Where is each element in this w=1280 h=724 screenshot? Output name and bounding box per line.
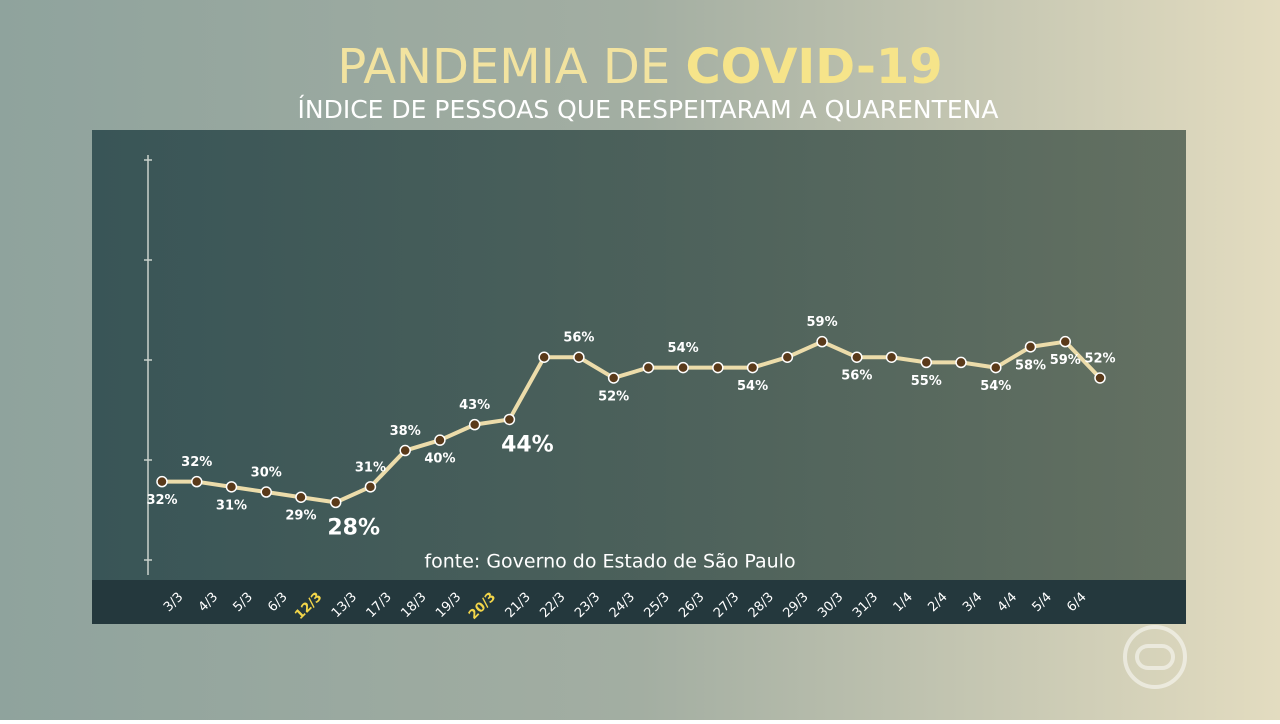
value-label: 56% (841, 369, 872, 384)
data-point (1059, 335, 1072, 348)
data-point (746, 361, 759, 374)
chart-title: PANDEMIA DE COVID-19 (337, 39, 942, 95)
data-line (162, 339, 1102, 505)
data-point (573, 351, 585, 363)
value-label: 31% (216, 498, 247, 513)
data-point (781, 351, 794, 363)
source-note: fonte: Governo do Estado de São Paulo (424, 551, 795, 573)
value-label: 29% (285, 509, 316, 524)
data-point (225, 481, 238, 493)
value-label: 59% (807, 315, 838, 330)
chart-subtitle: ÍNDICE DE PESSOAS QUE RESPEITARAM A QUAR… (298, 95, 999, 124)
value-label: 38% (390, 424, 421, 439)
value-label: 28% (327, 515, 380, 540)
data-point (816, 335, 828, 348)
data-point (955, 356, 967, 369)
data-point (1024, 341, 1037, 353)
data-point (399, 444, 411, 457)
value-label: 59% (1050, 353, 1081, 368)
data-point (260, 486, 272, 498)
value-label: 44% (501, 432, 554, 457)
data-point (920, 356, 933, 369)
logo (1135, 644, 1175, 670)
title-part: COVID-19 (685, 39, 942, 95)
value-label: 30% (251, 466, 282, 481)
value-label: 43% (459, 398, 490, 413)
data-point (434, 434, 446, 446)
value-label: 40% (424, 452, 455, 467)
value-label: 55% (911, 374, 942, 389)
value-label: 54% (737, 379, 768, 394)
data-point (642, 361, 655, 374)
data-point (677, 361, 689, 374)
data-point (156, 475, 168, 488)
value-label: 56% (563, 331, 594, 346)
data-point (190, 475, 203, 488)
data-point (364, 481, 377, 493)
data-point (468, 418, 481, 431)
value-label: 54% (980, 379, 1011, 394)
value-label: 32% (181, 455, 212, 470)
data-point (538, 351, 550, 363)
data-point (503, 413, 516, 426)
value-label: 58% (1015, 358, 1046, 373)
data-point (1094, 372, 1106, 384)
value-label: 32% (146, 493, 177, 508)
value-label: 54% (668, 341, 699, 356)
data-point (295, 491, 307, 503)
title-part: PANDEMIA DE (337, 39, 670, 95)
data-point (990, 361, 1002, 374)
value-label: 52% (598, 389, 629, 404)
data-point (712, 361, 724, 374)
data-point (607, 372, 620, 384)
x-axis-band (92, 580, 1186, 624)
data-point (851, 351, 863, 363)
data-point (329, 496, 342, 509)
data-point (885, 351, 898, 363)
value-label: 52% (1084, 351, 1115, 366)
value-label: 31% (355, 460, 386, 475)
y-axis-ticks (144, 159, 152, 561)
chart-panel (92, 130, 1186, 624)
logo (1123, 625, 1187, 689)
